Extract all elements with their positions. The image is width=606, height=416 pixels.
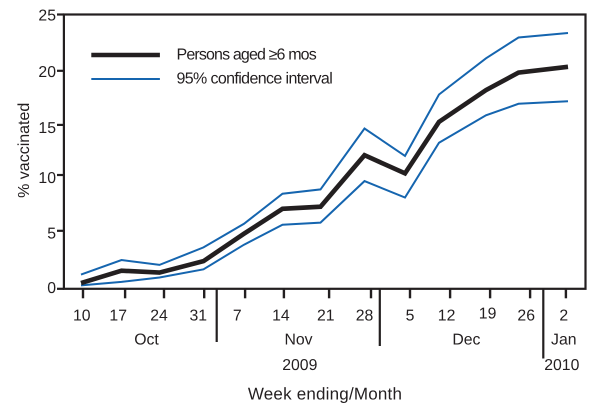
svg-text:20: 20 xyxy=(38,64,56,81)
svg-text:7: 7 xyxy=(233,308,242,325)
svg-text:Week ending/Month: Week ending/Month xyxy=(248,385,402,404)
svg-text:19: 19 xyxy=(479,306,497,323)
svg-text:Persons aged ≥6 mos: Persons aged ≥6 mos xyxy=(177,47,317,64)
svg-text:10: 10 xyxy=(73,308,91,325)
svg-text:25: 25 xyxy=(38,8,56,25)
svg-text:28: 28 xyxy=(356,308,374,325)
svg-text:14: 14 xyxy=(272,308,290,325)
svg-text:24: 24 xyxy=(150,308,168,325)
svg-text:0: 0 xyxy=(47,280,56,297)
svg-text:Dec: Dec xyxy=(452,332,480,349)
svg-text:17: 17 xyxy=(109,308,127,325)
svg-text:15: 15 xyxy=(38,120,56,137)
svg-text:21: 21 xyxy=(317,308,335,325)
svg-text:2: 2 xyxy=(559,308,568,325)
svg-text:Jan: Jan xyxy=(551,332,576,349)
svg-text:2010: 2010 xyxy=(544,357,579,374)
svg-text:26: 26 xyxy=(517,308,535,325)
svg-text:31: 31 xyxy=(190,308,208,325)
svg-text:Oct: Oct xyxy=(134,332,159,349)
svg-text:10: 10 xyxy=(38,170,56,187)
svg-text:95% confidence interval: 95% confidence interval xyxy=(177,71,333,88)
svg-text:% vaccinated: % vaccinated xyxy=(16,103,33,198)
svg-text:2009: 2009 xyxy=(282,357,317,374)
svg-text:Nov: Nov xyxy=(284,332,312,349)
svg-text:5: 5 xyxy=(47,226,56,243)
svg-text:5: 5 xyxy=(406,308,415,325)
svg-text:12: 12 xyxy=(438,308,456,325)
